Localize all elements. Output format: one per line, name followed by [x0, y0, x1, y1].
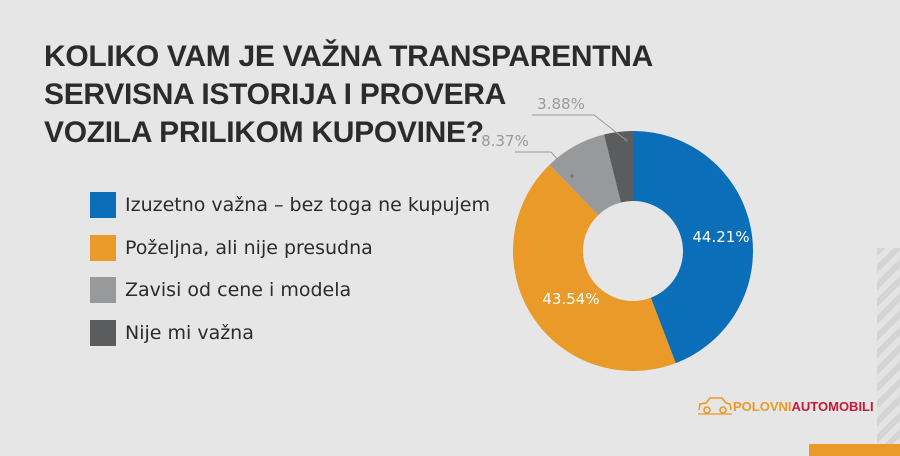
- legend-item: Izuzetno važna – bez toga ne kupujem: [90, 192, 490, 218]
- title-line: VOZILA PRILIKOM KUPOVINE?: [44, 116, 484, 149]
- data-label: 8.37%: [481, 132, 529, 150]
- legend-item: Nije mi važna: [90, 319, 490, 346]
- leader-dot: [570, 174, 574, 178]
- legend-label: Poželjna, ali nije presudna: [125, 236, 373, 259]
- title-line: KOLIKO VAM JE VAŽNA TRANSPARENTNA: [44, 40, 653, 73]
- donut-slice: [604, 131, 633, 203]
- data-label: 3.88%: [537, 95, 585, 113]
- legend-swatch: [90, 319, 116, 346]
- data-label: 44.21%: [692, 228, 749, 246]
- donut-slice: [633, 131, 754, 364]
- logo-text-polovni: POLOVNI: [733, 398, 792, 414]
- donut-slice: [549, 134, 621, 216]
- leader-line: [515, 151, 573, 177]
- logo-text-automobili: AUTOMOBILI: [791, 398, 874, 414]
- legend-label: Zavisi od cene i modela: [125, 279, 352, 301]
- legend-swatch: [90, 277, 116, 303]
- legend-label: Izuzetno važna – bez toga ne kupujem: [125, 194, 490, 216]
- legend-item: Poželjna, ali nije presudna: [90, 234, 490, 261]
- decorative-stripes: [877, 248, 900, 444]
- data-label: 43.54%: [542, 290, 599, 308]
- donut-slice: [513, 164, 676, 372]
- legend-swatch: [90, 234, 116, 261]
- leader-dot: [624, 138, 628, 142]
- logo: POLOVNI AUTOMOBILI: [697, 396, 874, 416]
- legend-swatch: [90, 192, 116, 218]
- legend-item: Zavisi od cene i modela: [90, 277, 490, 303]
- chart-title: KOLIKO VAM JE VAŽNA TRANSPARENTNA SERVIS…: [44, 38, 653, 152]
- legend-label: Nije mi važna: [125, 321, 254, 344]
- leader-line: [532, 114, 627, 141]
- accent-bar: [809, 444, 900, 456]
- legend: Izuzetno važna – bez toga ne kupujem Pož…: [90, 192, 490, 362]
- car-icon: [698, 397, 732, 415]
- title-line: SERVISNA ISTORIJA I PROVERA: [44, 78, 507, 111]
